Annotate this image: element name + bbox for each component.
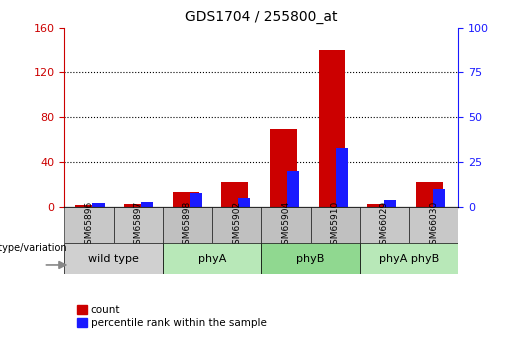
- Bar: [360, 243, 458, 274]
- Bar: [75, 205, 102, 207]
- Bar: [212, 207, 261, 243]
- Bar: [416, 182, 442, 207]
- Bar: [287, 171, 299, 207]
- Bar: [64, 207, 114, 243]
- Bar: [190, 193, 202, 207]
- Bar: [336, 148, 348, 207]
- Bar: [261, 207, 311, 243]
- Text: GSM65896: GSM65896: [84, 200, 94, 250]
- Text: GSM65904: GSM65904: [282, 200, 290, 250]
- Bar: [261, 243, 360, 274]
- Text: GSM65902: GSM65902: [232, 200, 241, 250]
- Bar: [433, 189, 445, 207]
- Bar: [318, 50, 345, 207]
- Bar: [173, 193, 199, 207]
- Bar: [92, 204, 105, 207]
- Text: GSM65910: GSM65910: [331, 200, 340, 250]
- Bar: [64, 243, 163, 274]
- Bar: [384, 200, 397, 207]
- Bar: [163, 207, 212, 243]
- Bar: [114, 207, 163, 243]
- Text: GSM65898: GSM65898: [183, 200, 192, 250]
- Text: phyB: phyB: [297, 254, 325, 264]
- Text: phyA phyB: phyA phyB: [379, 254, 439, 264]
- Text: wild type: wild type: [88, 254, 139, 264]
- Legend: count, percentile rank within the sample: count, percentile rank within the sample: [77, 305, 267, 328]
- Title: GDS1704 / 255800_at: GDS1704 / 255800_at: [185, 10, 338, 24]
- Bar: [367, 204, 394, 207]
- Text: genotype/variation: genotype/variation: [0, 244, 67, 253]
- Text: GSM65897: GSM65897: [134, 200, 143, 250]
- Bar: [311, 207, 360, 243]
- Text: GSM66029: GSM66029: [380, 200, 389, 250]
- Bar: [409, 207, 458, 243]
- Bar: [270, 128, 297, 207]
- Text: GSM66030: GSM66030: [429, 200, 438, 250]
- Bar: [124, 204, 151, 207]
- Bar: [163, 243, 261, 274]
- Bar: [141, 201, 153, 207]
- Bar: [360, 207, 409, 243]
- Text: phyA: phyA: [198, 254, 226, 264]
- Bar: [238, 198, 250, 207]
- Bar: [221, 182, 248, 207]
